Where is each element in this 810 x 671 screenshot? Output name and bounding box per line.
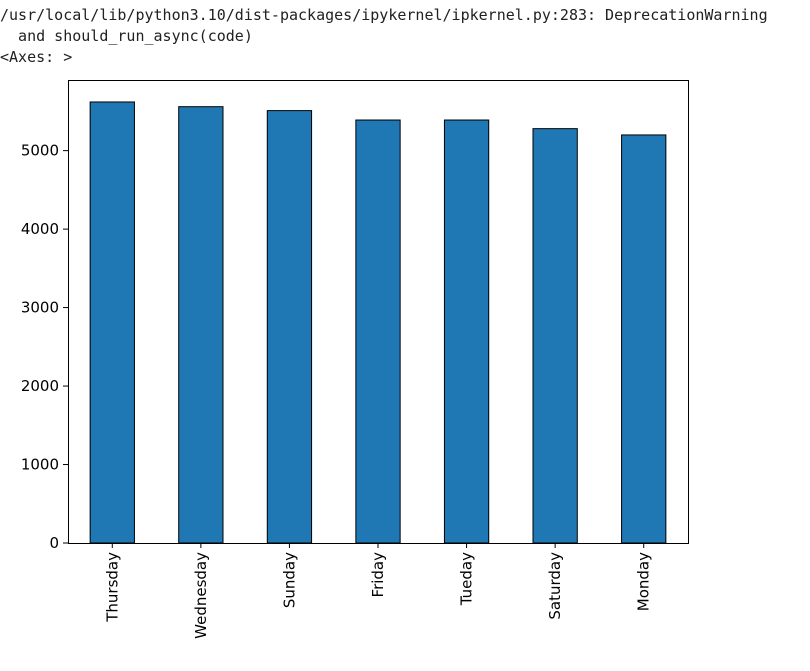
axes-repr-text: <Axes: > (0, 48, 73, 66)
bar-monday (621, 134, 667, 544)
x-tick-label-friday: Friday (369, 552, 387, 598)
x-tick-label-saturday: Saturday (546, 552, 564, 620)
y-tick-label: 3000 (21, 299, 59, 317)
axes-frame (68, 80, 689, 544)
y-tick-label: 1000 (21, 456, 59, 474)
x-tick-label-wednesday: Wednesday (192, 552, 210, 639)
deprecation-warning-code-line: and should_run_async(code) (0, 27, 253, 45)
bar-friday (355, 119, 401, 544)
x-tick-label-tueday: Tueday (458, 552, 476, 606)
bar-tueday (443, 119, 490, 544)
bar-thursday (89, 101, 135, 544)
bar-group (89, 101, 667, 544)
deprecation-warning-text: /usr/local/lib/python3.10/dist-packages/… (0, 6, 768, 24)
y-axis: 0 1000 2000 3000 4000 5000 (21, 142, 68, 552)
y-tick-label: 0 (49, 534, 59, 552)
y-tick-label: 2000 (21, 377, 59, 395)
x-tick-label-thursday: Thursday (103, 552, 121, 623)
x-tick-label-monday: Monday (635, 552, 653, 611)
y-tick-label: 5000 (21, 142, 59, 160)
bar-saturday (532, 128, 578, 544)
bar-sunday (266, 110, 313, 544)
x-axis: Thursday Wednesday Sunday Friday Tueday Satur… (103, 543, 653, 639)
x-tick-label-sunday: Sunday (280, 552, 298, 608)
bar-wednesday (178, 106, 224, 544)
y-tick-label: 4000 (21, 220, 59, 238)
